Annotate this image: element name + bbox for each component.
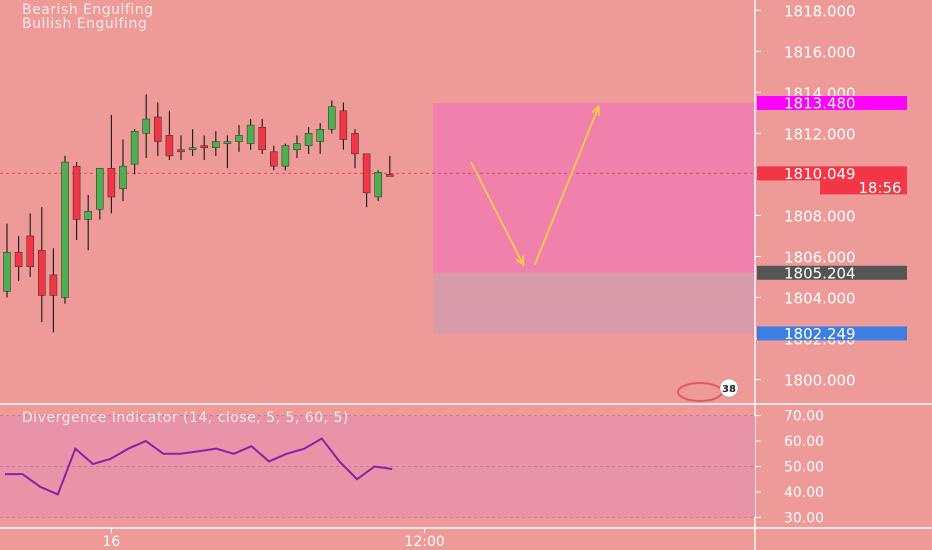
oscillator-tick-label: 30.00 bbox=[784, 510, 824, 526]
countdown-label: 18:56 bbox=[858, 179, 901, 197]
oscillator-tick-label: 50.00 bbox=[784, 460, 824, 476]
candle-body[interactable] bbox=[154, 116, 162, 142]
candle-body[interactable] bbox=[235, 135, 243, 142]
price-tick-label: 1800.000 bbox=[784, 372, 856, 390]
price-tag[interactable] bbox=[757, 95, 907, 110]
indicator-badge-count: 38 bbox=[722, 384, 736, 395]
projection-arrow[interactable] bbox=[534, 106, 600, 265]
candle-body[interactable] bbox=[212, 141, 220, 148]
candle-body[interactable] bbox=[200, 145, 208, 148]
stop-zone-lower[interactable] bbox=[433, 272, 755, 334]
price-tag-label: 1810.049 bbox=[784, 165, 856, 183]
price-tick-label: 1818.000 bbox=[784, 2, 856, 20]
countdown-tag[interactable] bbox=[820, 180, 907, 195]
candle-body[interactable] bbox=[362, 153, 371, 194]
price-tag-label: 1802.249 bbox=[784, 325, 856, 343]
price-tag-label: 1805.204 bbox=[784, 264, 856, 282]
candle-body[interactable] bbox=[119, 165, 127, 189]
oscillator-tick-label: 40.00 bbox=[784, 485, 824, 501]
candle-body[interactable] bbox=[3, 252, 11, 292]
projection-arrowhead bbox=[591, 104, 600, 116]
oscillator-tick-label: 60.00 bbox=[784, 434, 824, 450]
candle-body[interactable] bbox=[96, 167, 104, 210]
candle-body[interactable] bbox=[14, 252, 23, 267]
price-tick-label: 1816.000 bbox=[784, 43, 856, 61]
candle-body[interactable] bbox=[374, 172, 382, 198]
candle-body[interactable] bbox=[107, 167, 116, 198]
candle-body[interactable] bbox=[270, 151, 278, 167]
time-tick-label: 12:00 bbox=[404, 534, 444, 550]
price-tag-label: 1813.480 bbox=[784, 94, 856, 112]
candle-body[interactable] bbox=[61, 161, 69, 298]
candle-body[interactable] bbox=[304, 133, 313, 146]
candle-body[interactable] bbox=[293, 143, 301, 151]
candle-body[interactable] bbox=[142, 118, 150, 134]
oscillator-title: Divergence Indicator (14, close, 5, 5, 6… bbox=[22, 410, 349, 426]
candle-body[interactable] bbox=[223, 141, 232, 144]
candle-body[interactable] bbox=[258, 126, 266, 151]
legend-pattern-bearish-engulfing: Bearish Engulfing bbox=[22, 2, 154, 18]
candle-body[interactable] bbox=[281, 145, 290, 167]
candle-body[interactable] bbox=[177, 149, 185, 153]
candle-body[interactable] bbox=[26, 235, 34, 267]
price-tick-label: 1812.000 bbox=[784, 125, 856, 143]
candle-body[interactable] bbox=[386, 174, 394, 177]
candle-body[interactable] bbox=[351, 133, 359, 155]
candle-body[interactable] bbox=[49, 274, 58, 296]
candle-body[interactable] bbox=[188, 147, 197, 151]
price-tick-label: 1804.000 bbox=[784, 289, 856, 307]
candle-body[interactable] bbox=[246, 124, 255, 144]
candle-body[interactable] bbox=[328, 106, 336, 130]
price-tag[interactable] bbox=[757, 265, 907, 280]
candle-body[interactable] bbox=[72, 165, 81, 220]
candle-body[interactable] bbox=[316, 128, 324, 142]
target-zone-upper[interactable] bbox=[433, 102, 755, 273]
price-tag[interactable] bbox=[757, 326, 907, 341]
time-tick-label: 16 bbox=[102, 534, 120, 550]
price-tick-label: 1808.000 bbox=[784, 207, 856, 225]
indicator-badge[interactable] bbox=[719, 378, 739, 398]
candle-body[interactable] bbox=[38, 250, 46, 296]
oscillator-tick-label: 70.00 bbox=[784, 409, 824, 425]
candle-body[interactable] bbox=[165, 135, 174, 157]
projection-arrowhead bbox=[515, 255, 525, 267]
price-tag[interactable] bbox=[757, 166, 907, 181]
legend-pattern-bullish-engulfing: Bullish Engulfing bbox=[22, 16, 148, 32]
price-tick-label: 1806.000 bbox=[784, 248, 856, 266]
oscillator-series-line[interactable] bbox=[5, 437, 393, 496]
projection-arrow[interactable] bbox=[470, 161, 524, 266]
candle-body[interactable] bbox=[339, 110, 348, 140]
candle-body[interactable] bbox=[84, 211, 92, 220]
candle-body[interactable] bbox=[130, 131, 139, 165]
